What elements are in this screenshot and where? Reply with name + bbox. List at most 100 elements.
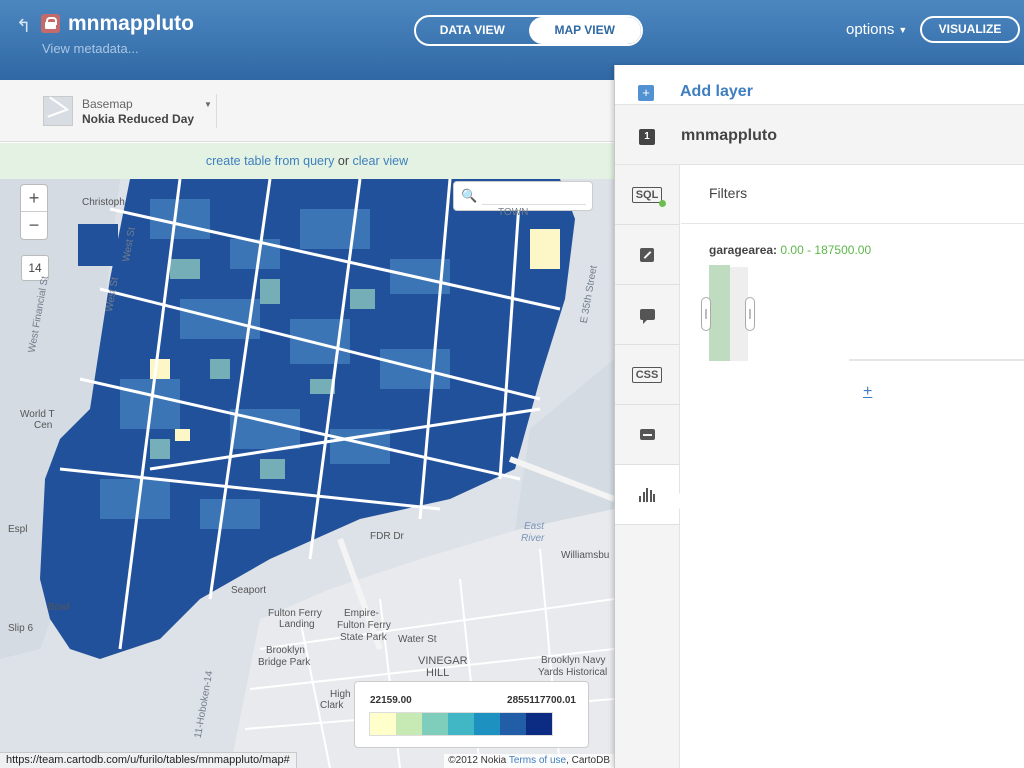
add-layer-icon[interactable]: + xyxy=(638,85,654,101)
filters-tool-button[interactable] xyxy=(615,465,679,525)
filters-pane: Filters garagearea: 0.00 - 187500.00 xyxy=(681,165,1024,361)
histogram-baseline xyxy=(849,359,1024,361)
legend-swatch-2 xyxy=(422,713,448,735)
map-label: Brooklyn xyxy=(266,645,305,656)
add-layer-button[interactable]: Add layer xyxy=(680,83,753,100)
map-label: Espl xyxy=(8,524,28,535)
top-header: ↰ mnmappluto View metadata... DATA VIEW … xyxy=(0,0,1024,80)
infowindow-tool-button[interactable] xyxy=(615,285,679,345)
basemap-label: Basemap xyxy=(82,97,133,111)
filter-histogram xyxy=(701,265,1024,361)
pencil-icon xyxy=(640,247,654,262)
sql-tool-button[interactable]: SQL xyxy=(615,165,679,225)
map-label: Bowl xyxy=(48,602,70,613)
legend-swatch-6 xyxy=(526,713,552,735)
map-label: Water St xyxy=(398,634,437,645)
options-menu[interactable]: options ▼ xyxy=(846,21,907,38)
filter-label: garagearea: 0.00 - 187500.00 xyxy=(709,243,871,257)
histogram-bar xyxy=(730,267,748,361)
legend-min-value: 22159.00 xyxy=(370,695,412,706)
map-label: Slip 6 xyxy=(8,623,34,634)
sql-icon: SQL xyxy=(631,186,666,207)
bar-chart-icon xyxy=(639,487,655,502)
comment-icon xyxy=(639,309,655,324)
map-label: Bridge Park xyxy=(258,657,311,668)
map-label: High xyxy=(330,689,351,700)
search-icon[interactable]: 🔍 xyxy=(461,188,478,203)
layer-number-badge: 1 xyxy=(639,129,655,145)
range-handle-max[interactable] xyxy=(745,297,755,331)
copyright-suffix: , CartoDB xyxy=(566,755,610,766)
active-tool-pointer xyxy=(672,493,680,509)
legend-swatch-1 xyxy=(396,713,422,735)
visualize-button[interactable]: VISUALIZE xyxy=(920,16,1020,43)
map-label: Empire- xyxy=(344,608,380,619)
filters-title: Filters xyxy=(709,185,748,201)
clear-view-link[interactable]: clear view xyxy=(352,154,409,168)
legend-tool-button[interactable] xyxy=(615,405,679,465)
map-copyright: ©2012 Nokia Terms of use, CartoDB xyxy=(444,754,614,768)
lock-icon[interactable] xyxy=(41,14,60,33)
terms-of-use-link[interactable]: Terms of use xyxy=(508,755,567,766)
filter-column: garagearea: xyxy=(709,243,778,257)
view-metadata-link[interactable]: View metadata... xyxy=(42,41,139,56)
wizard-tool-button[interactable] xyxy=(615,225,679,285)
map-label: Brooklyn Navy xyxy=(541,655,606,666)
legend-icon xyxy=(639,429,655,440)
range-handle-min[interactable] xyxy=(701,297,711,331)
map-label: TOWN xyxy=(498,207,529,218)
map-label: Seaport xyxy=(231,585,267,596)
back-arrow-icon[interactable]: ↰ xyxy=(16,16,32,36)
map-label: East xyxy=(524,521,545,532)
tab-map-view[interactable]: MAP VIEW xyxy=(528,17,641,44)
basemap-thumbnail[interactable] xyxy=(43,96,73,126)
legend-max-value: 2855117700.01 xyxy=(507,695,576,706)
map-canvas[interactable]: + − 14 🔍 Christoph West St West St TOWN … xyxy=(0,179,614,768)
css-tool-button[interactable]: CSS xyxy=(615,345,679,405)
add-filter-button[interactable]: + xyxy=(863,383,873,400)
status-url: https://team.cartodb.com/u/furilo/tables… xyxy=(0,752,297,768)
legend-swatch-3 xyxy=(448,713,474,735)
chevron-down-icon: ▼ xyxy=(898,25,908,36)
view-toggle: DATA VIEW MAP VIEW xyxy=(414,15,643,46)
basemap-selector[interactable]: Nokia Reduced Day xyxy=(82,112,195,126)
options-label: options xyxy=(846,21,895,38)
query-bar: create table from query or clear view xyxy=(0,143,614,179)
layer-name[interactable]: mnmappluto xyxy=(681,127,777,144)
map-label: FDR Dr xyxy=(370,531,404,542)
map-label: River xyxy=(521,533,545,544)
map-label: Clark xyxy=(320,700,344,711)
zoom-control: + − xyxy=(20,184,48,240)
map-label: VINEGAR xyxy=(418,655,468,667)
layer-tools-sidebar: SQL CSS xyxy=(615,165,680,768)
create-table-from-query-link[interactable]: create table from query xyxy=(205,154,335,168)
filter-range: 0.00 - 187500.00 xyxy=(780,243,872,257)
histogram-bar xyxy=(709,265,730,361)
legend-swatches xyxy=(369,712,553,736)
zoom-level-indicator: 14 xyxy=(21,255,49,281)
map-search-box: 🔍 xyxy=(453,181,593,211)
map-label: Landing xyxy=(279,619,315,630)
tab-data-view[interactable]: DATA VIEW xyxy=(439,23,505,37)
map-label: Williamsbu xyxy=(561,550,610,561)
divider xyxy=(681,223,1024,224)
zoom-out-button[interactable]: − xyxy=(28,215,40,235)
map-label: Cen xyxy=(34,420,53,431)
copyright-text: ©2012 Nokia xyxy=(448,755,507,766)
map-legend: 22159.00 2855117700.01 xyxy=(354,681,589,748)
map-label: Christoph xyxy=(82,197,125,208)
map-label: HILL xyxy=(426,667,450,679)
add-layer-row: + Add layer xyxy=(615,65,1024,105)
css-icon: CSS xyxy=(631,366,663,383)
zoom-in-button[interactable]: + xyxy=(21,185,47,212)
map-search-input[interactable] xyxy=(482,187,586,205)
basemap-bar: Basemap Nokia Reduced Day ▼ xyxy=(0,80,614,142)
table-title[interactable]: mnmappluto xyxy=(68,12,194,35)
layer-header[interactable]: 1 mnmappluto xyxy=(615,105,1024,165)
legend-swatch-0 xyxy=(370,713,396,735)
map-label: Fulton Ferry xyxy=(268,608,322,619)
legend-swatch-5 xyxy=(500,713,526,735)
legend-swatch-4 xyxy=(474,713,500,735)
divider xyxy=(216,94,217,128)
chevron-down-icon[interactable]: ▼ xyxy=(204,100,212,109)
